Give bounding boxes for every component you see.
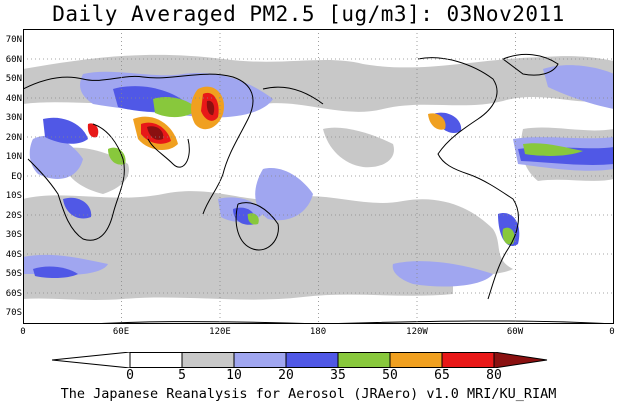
colorbar-segment-3 (233, 352, 287, 368)
colorbar-segment-5 (337, 352, 391, 368)
colorbar-label: 50 (382, 368, 398, 383)
lon-label: 0 (20, 327, 26, 337)
lat-label: EQ (11, 172, 22, 182)
colorbar-segment-7 (441, 352, 495, 368)
colorbar-label: 35 (330, 368, 346, 383)
lat-label: 30N (5, 113, 22, 123)
lat-label: 40N (5, 94, 22, 104)
lon-label: 0 (609, 327, 615, 337)
map-frame (23, 29, 614, 324)
lat-label: 70S (5, 308, 22, 318)
lat-label: 30S (5, 230, 22, 240)
level-over-80-regions (147, 100, 215, 140)
lat-label: 40S (5, 250, 22, 260)
pm25-map (23, 29, 614, 324)
lat-label: 60S (5, 289, 22, 299)
colorbar-label: 10 (226, 368, 242, 383)
lat-label: 20N (5, 133, 22, 143)
graticule (23, 29, 614, 324)
colorbar-segment-4 (285, 352, 339, 368)
lon-label: 180 (309, 327, 327, 337)
map-title: Daily Averaged PM2.5 [ug/m3]: 03Nov2011 (52, 2, 565, 26)
colorbar-label: 20 (278, 368, 294, 383)
colorbar-segment-6 (389, 352, 443, 368)
level-35-50-regions (108, 97, 583, 245)
lon-label: 120W (406, 327, 428, 337)
credit-line: The Japanese Reanalysis for Aerosol (JRA… (60, 386, 557, 402)
lon-label: 120E (209, 327, 231, 337)
lat-label: 10S (5, 191, 22, 201)
colorbar-segment-1 (129, 352, 183, 368)
colorbar-segment-8 (493, 352, 548, 368)
lon-label: 60W (506, 327, 524, 337)
lat-label: 60N (5, 55, 22, 65)
colorbar-label: 5 (178, 368, 186, 383)
lat-label: 50N (5, 74, 22, 84)
lat-label: 20S (5, 211, 22, 221)
coastlines (23, 53, 614, 324)
lat-label: 70N (5, 35, 22, 45)
colorbar-segment-0 (52, 352, 131, 368)
lat-label: 50S (5, 269, 22, 279)
colorbar-label: 65 (434, 368, 450, 383)
lon-label: 60E (112, 327, 130, 337)
colorbar-segment-2 (181, 352, 235, 368)
colorbar (52, 352, 548, 368)
colorbar-label: 80 (486, 368, 502, 383)
colorbar-label: 0 (126, 368, 134, 383)
lat-label: 10N (5, 152, 22, 162)
